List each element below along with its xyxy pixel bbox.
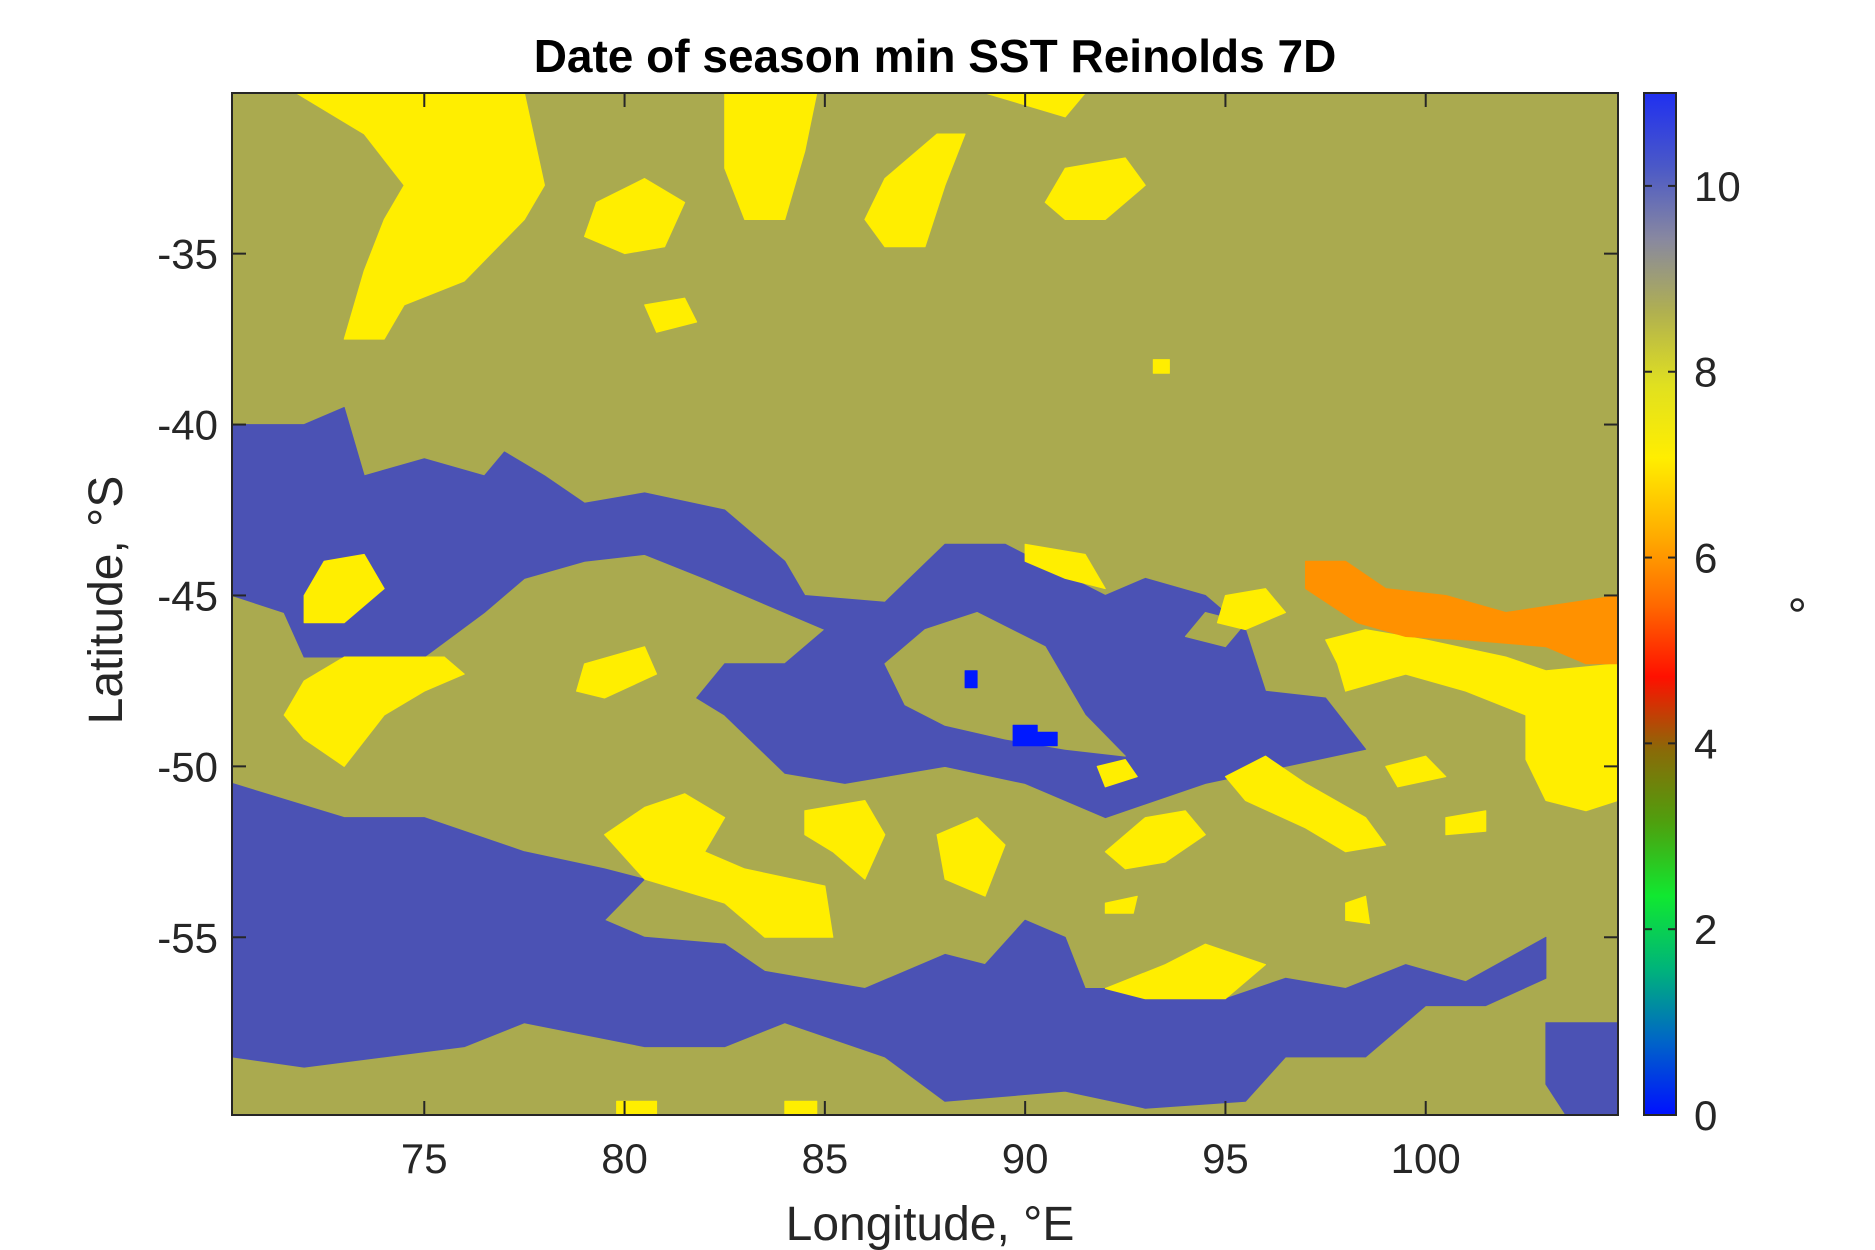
heatmap-region <box>295 93 545 340</box>
colorbar-tick-label: 0 <box>1694 1092 1717 1139</box>
colorbar-tick-label: 2 <box>1694 906 1717 953</box>
heatmap-region <box>1104 895 1138 914</box>
colorbar-tick-label: 4 <box>1694 720 1717 767</box>
x-tick-label: 85 <box>801 1135 848 1182</box>
heatmap-region <box>303 553 385 624</box>
colorbar-frame <box>1643 92 1677 1116</box>
axes-frame <box>231 92 1619 1116</box>
heatmap-region <box>864 133 966 248</box>
heatmap-region <box>804 800 886 880</box>
x-tick-label: 100 <box>1391 1135 1461 1182</box>
colorbar-tick-label: 8 <box>1694 349 1717 396</box>
chart-title: Date of season min SST Reinolds 7D <box>534 30 1337 82</box>
y-tick-label: -40 <box>157 402 218 449</box>
heatmap-region <box>604 793 834 938</box>
x-tick-label: 95 <box>1202 1135 1249 1182</box>
y-tick-label: -55 <box>157 914 218 961</box>
heatmap-region <box>1305 560 1618 665</box>
colorbar: 0 2 4 6 8 10 <box>1643 92 1741 1139</box>
heatmap-region <box>1104 943 1266 1000</box>
heatmap-region <box>1012 724 1058 747</box>
heatmap-region <box>283 656 465 767</box>
y-tick-label: -45 <box>157 572 218 619</box>
x-axis-label: Longitude, °E <box>786 1198 1075 1250</box>
colorbar-tick-label: 10 <box>1694 163 1741 210</box>
x-tick-label: 90 <box>1002 1135 1049 1182</box>
y-tick-label: -50 <box>157 743 218 790</box>
heatmap-region <box>1104 810 1206 870</box>
heatmap-region <box>936 817 1006 897</box>
heatmap-region <box>1345 895 1371 925</box>
heatmap-region <box>584 178 686 255</box>
heatmap-region <box>644 297 698 333</box>
y-axis-label: Latitude, °S <box>80 476 133 725</box>
colorbar-gradient <box>1644 93 1676 1115</box>
heatmap-region <box>1044 157 1146 220</box>
heatmap-region <box>1216 588 1286 631</box>
colorbar-tick-label: 6 <box>1694 535 1717 582</box>
y-tick-label: -35 <box>157 231 218 278</box>
heatmap-region <box>616 1100 658 1115</box>
heatmap-region <box>784 1100 818 1115</box>
x-tick-label: 80 <box>601 1135 648 1182</box>
colorbar-label: ° <box>1759 595 1812 614</box>
plot-area <box>232 93 1618 1115</box>
heatmap-region <box>232 782 1547 1109</box>
heatmap-region <box>1024 543 1106 590</box>
heatmap-region <box>884 612 1126 757</box>
heatmap-region <box>1545 1022 1618 1115</box>
heatmap-region <box>1385 755 1447 788</box>
heatmap-region <box>1096 759 1138 788</box>
heatmap-region <box>1325 629 1618 812</box>
x-tick-label: 75 <box>401 1135 448 1182</box>
heatmap-region <box>1445 810 1487 836</box>
heatmap-region <box>576 646 658 699</box>
heatmap-region <box>1152 359 1170 374</box>
axes: 75 80 85 90 95 100 -35 -40 -45 -50 -55 <box>157 92 1619 1182</box>
heatmap-region <box>1224 755 1387 853</box>
heatmap-region <box>724 93 818 220</box>
heatmap-region <box>964 670 978 689</box>
